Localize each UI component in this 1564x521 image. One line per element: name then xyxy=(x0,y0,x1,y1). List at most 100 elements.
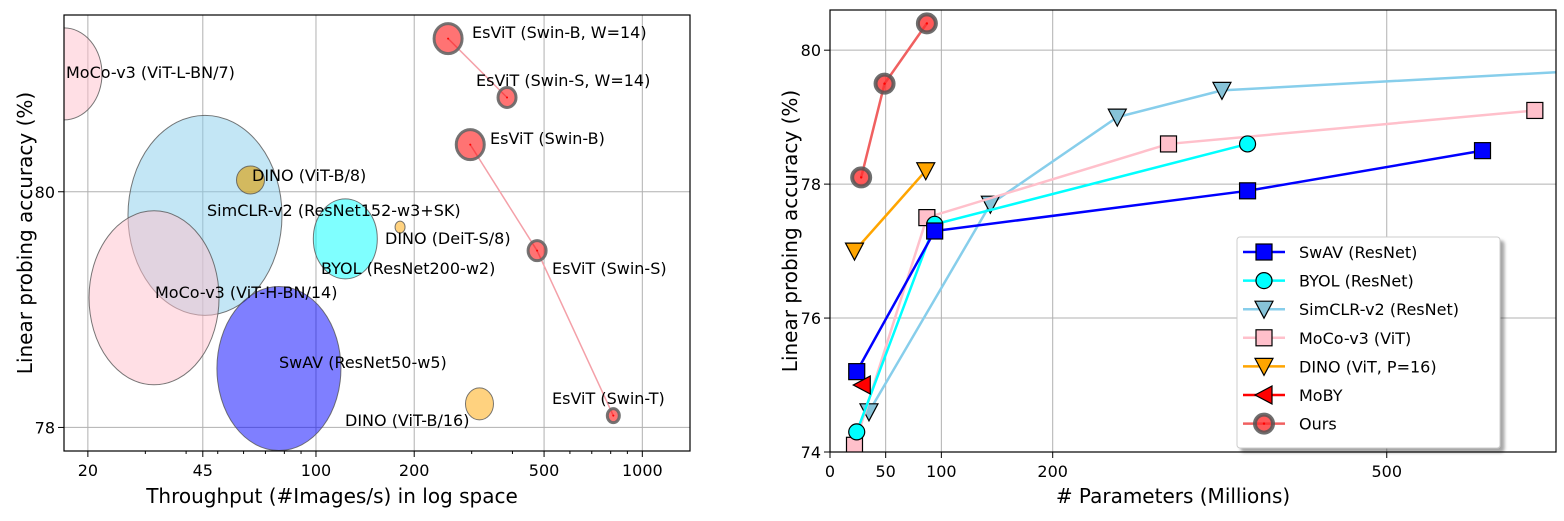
point-annotation: MoCo-v3 (ViT-L-BN/7) xyxy=(66,63,235,82)
x-tick-label: 100 xyxy=(301,461,332,480)
series-line xyxy=(855,142,1248,433)
throughput-bubble-chart: 20 45 100 200 500 1000 78 80 MoCo-v3 (ViT-L-BN/7… xyxy=(13,14,691,508)
point-annotation: EsViT (Swin-B) xyxy=(490,129,605,148)
legend-marker xyxy=(1254,357,1274,377)
parameters-line-chart: 0 50 100 200 500 74 76 78 80 SwAV (ResNet) BYOL (R… xyxy=(778,9,1557,508)
legend-label: Ours xyxy=(1299,415,1337,434)
x-tick-label: 50 xyxy=(875,462,895,481)
point-annotation: DINO (DeiT-S/8) xyxy=(385,229,511,248)
legend: SwAV (ResNet) BYOL (ResNet) SimCLR-v2 (Res… xyxy=(1236,236,1501,449)
data-point xyxy=(1159,135,1178,153)
point-annotation: EsViT (Swin-S) xyxy=(552,259,667,278)
data-point xyxy=(848,423,866,441)
series-line xyxy=(853,109,1535,446)
legend-item: Ours xyxy=(1243,412,1337,435)
legend-marker xyxy=(1255,243,1273,261)
legend-item: BYOL (ResNet) xyxy=(1243,272,1414,291)
x-tick-label: 200 xyxy=(1037,462,1068,481)
plot-area xyxy=(64,22,621,451)
bubble-center xyxy=(612,414,615,417)
x-tick-label: 45 xyxy=(193,461,213,480)
point-annotation: EsViT (Swin-S, W=14) xyxy=(476,71,650,90)
esvit-connector-line xyxy=(469,144,538,252)
axes-frame xyxy=(829,9,1557,453)
data-point xyxy=(852,375,871,396)
data-point xyxy=(926,222,944,240)
data-point xyxy=(915,12,938,35)
x-axis-label: Throughput (#Images/s) in log space xyxy=(145,484,518,508)
legend-label: BYOL (ResNet) xyxy=(1299,272,1414,291)
x-tick-label: 200 xyxy=(399,461,430,480)
bubble-point xyxy=(464,387,494,421)
esvit-connector-line xyxy=(536,250,615,416)
x-tick-label: 500 xyxy=(529,461,560,480)
bubble-center xyxy=(506,96,509,99)
point-annotation: EsViT (Swin-T) xyxy=(552,389,665,408)
x-axis-label: # Parameters (Millions) xyxy=(1056,484,1290,508)
y-tick-label: 78 xyxy=(801,175,821,194)
point-annotation: SimCLR-v2 (ResNet152-w3+SK) xyxy=(207,201,461,220)
data-point xyxy=(850,166,873,189)
data-point xyxy=(844,242,865,262)
y-axis-label: Linear probing accuracy (%) xyxy=(13,92,37,374)
y-tick-label: 78 xyxy=(35,418,55,437)
legend-marker xyxy=(1254,300,1274,320)
y-tick-label: 76 xyxy=(801,309,821,328)
series-line xyxy=(853,169,927,252)
legend-item: SwAV (ResNet) xyxy=(1243,243,1417,262)
point-annotation: SwAV (ResNet50-w5) xyxy=(279,353,447,372)
bubble-center xyxy=(447,37,450,40)
point-annotation: MoCo-v3 (ViT-H-BN/14) xyxy=(155,283,337,302)
data-point xyxy=(915,162,936,182)
x-tick-label: 0 xyxy=(825,462,835,481)
y-tick-label: 74 xyxy=(801,443,821,462)
data-point xyxy=(848,363,866,381)
series-line xyxy=(859,22,928,178)
bubble-center xyxy=(536,249,539,252)
bubble-point xyxy=(88,210,220,386)
legend-marker xyxy=(1255,329,1273,347)
data-point xyxy=(1473,142,1492,160)
y-tick-label: 80 xyxy=(801,41,821,60)
bubble-point xyxy=(312,198,378,280)
point-annotation: DINO (ViT-B/8) xyxy=(252,166,366,185)
x-tick-label: 1000 xyxy=(622,461,663,480)
ours-marker-center xyxy=(883,82,886,85)
legend-marker xyxy=(1253,412,1275,435)
plot-area xyxy=(844,12,1556,452)
ours-marker-center xyxy=(925,22,929,25)
legend-marker xyxy=(1255,272,1273,290)
legend-box xyxy=(1236,236,1501,449)
axes-frame xyxy=(63,14,691,452)
legend-label: SimCLR-v2 (ResNet) xyxy=(1299,300,1459,319)
data-point xyxy=(1526,101,1544,120)
y-axis-label: Linear probing accuracy (%) xyxy=(778,90,802,372)
point-annotation: DINO (ViT-B/16) xyxy=(345,411,469,430)
y-tick-label: 80 xyxy=(35,183,55,202)
legend-item: SimCLR-v2 (ResNet) xyxy=(1243,300,1459,320)
data-point xyxy=(1211,81,1232,101)
bubble-point xyxy=(64,27,103,121)
legend-item: MoCo-v3 (ViT) xyxy=(1243,329,1411,348)
ours-marker-center xyxy=(1262,422,1266,425)
point-annotation: EsViT (Swin-B, W=14) xyxy=(472,23,647,42)
bubble-point xyxy=(394,220,406,234)
legend-item: MoBY xyxy=(1243,385,1343,405)
data-point xyxy=(1107,108,1128,128)
bubble-point xyxy=(235,165,265,195)
legend-label: MoCo-v3 (ViT) xyxy=(1299,329,1411,348)
ours-marker-center xyxy=(859,176,863,179)
point-annotation: BYOL (ResNet200-w2) xyxy=(321,259,495,278)
legend-label: DINO (ViT, P=16) xyxy=(1299,357,1437,376)
data-point xyxy=(1238,135,1257,153)
series-line xyxy=(855,149,1483,373)
data-point xyxy=(1238,182,1257,200)
x-tick-label: 100 xyxy=(926,462,957,481)
x-tick-label: 20 xyxy=(78,461,98,480)
x-tick-label: 500 xyxy=(1371,462,1402,481)
bubble-center xyxy=(469,143,472,146)
legend-label: SwAV (ResNet) xyxy=(1299,243,1417,262)
legend-label: MoBY xyxy=(1299,386,1343,405)
legend-marker xyxy=(1253,385,1273,405)
